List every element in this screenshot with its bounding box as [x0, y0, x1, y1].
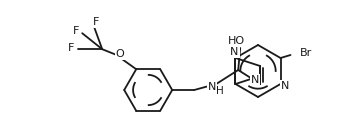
Text: N: N [208, 82, 216, 92]
Text: F: F [73, 26, 79, 36]
Text: N: N [230, 47, 239, 57]
Text: O: O [116, 49, 125, 59]
Text: HO: HO [228, 36, 245, 46]
Text: N: N [281, 81, 290, 91]
Text: F: F [68, 43, 74, 53]
Text: Br: Br [300, 48, 312, 58]
Text: F: F [93, 17, 99, 27]
Text: N: N [251, 75, 259, 85]
Text: H: H [216, 86, 224, 96]
